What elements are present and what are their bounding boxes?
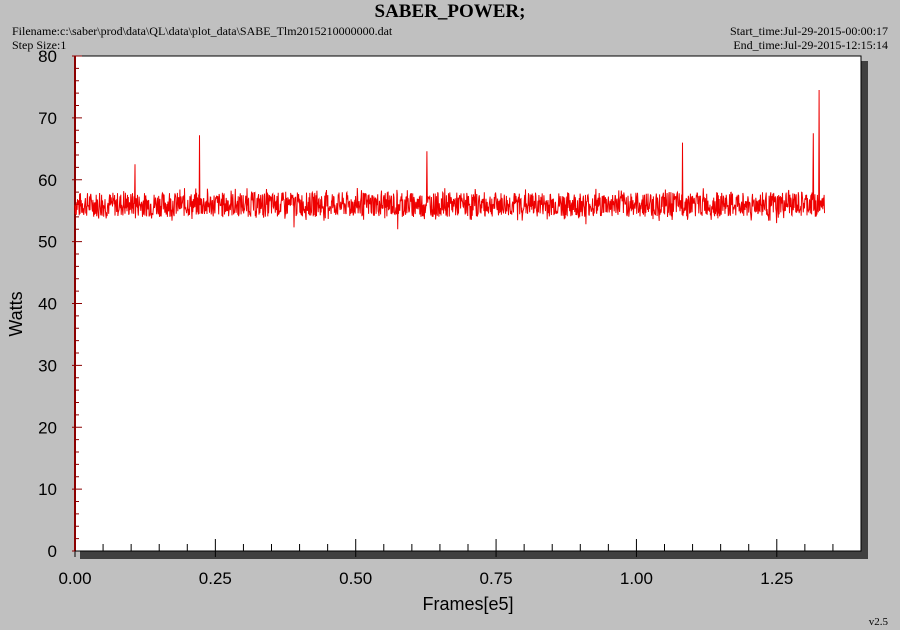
chart-title: SABER_POWER; <box>374 1 526 22</box>
x-tick-labels: 0.00 0.25 0.50 0.75 1.00 1.25 <box>58 569 793 588</box>
x-tick-label: 1.00 <box>620 569 653 588</box>
x-axis-ticks <box>74 539 834 557</box>
y-tick-label: 30 <box>38 356 57 375</box>
plot-area <box>74 55 862 552</box>
filename-label: Filename:c:\saber\prod\data\QL\data\plot… <box>12 24 393 38</box>
x-tick-label: 0.75 <box>480 569 513 588</box>
x-tick-label: 0.25 <box>199 569 232 588</box>
y-tick-label: 0 <box>48 542 57 561</box>
y-axis-title: Watts <box>6 291 26 336</box>
x-tick-label: 1.25 <box>760 569 793 588</box>
series-line-watts <box>74 89 825 230</box>
y-tick-labels: 0 10 20 30 40 50 60 70 80 <box>38 47 57 561</box>
end-time-label: End_time:Jul-29-2015-12:15:14 <box>733 38 888 52</box>
y-tick-label: 50 <box>38 233 57 252</box>
y-tick-label: 70 <box>38 109 57 128</box>
y-tick-label: 60 <box>38 171 57 190</box>
y-tick-label: 20 <box>38 418 57 437</box>
start-time-label: Start_time:Jul-29-2015-00:00:17 <box>730 24 888 38</box>
y-tick-label: 80 <box>38 47 57 66</box>
step-size-label: Step Size:1 <box>12 38 67 52</box>
x-axis-title: Frames[e5] <box>422 594 513 614</box>
version-label: v2.5 <box>868 616 888 628</box>
y-tick-label: 10 <box>38 480 57 499</box>
x-tick-label: 0.50 <box>339 569 372 588</box>
x-tick-label: 0.00 <box>58 569 91 588</box>
y-tick-label: 40 <box>38 295 57 314</box>
